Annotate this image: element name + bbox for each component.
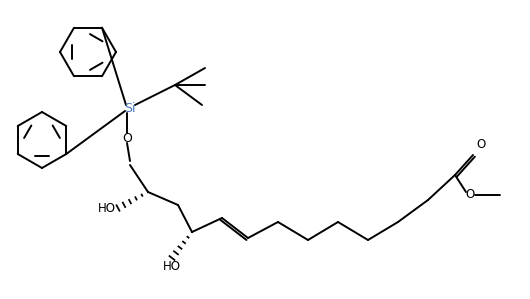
Text: O: O xyxy=(122,132,132,144)
Text: HO: HO xyxy=(98,202,116,214)
Text: O: O xyxy=(476,138,485,151)
Text: Si: Si xyxy=(124,101,136,115)
Text: O: O xyxy=(465,188,475,202)
Text: HO: HO xyxy=(163,260,181,273)
